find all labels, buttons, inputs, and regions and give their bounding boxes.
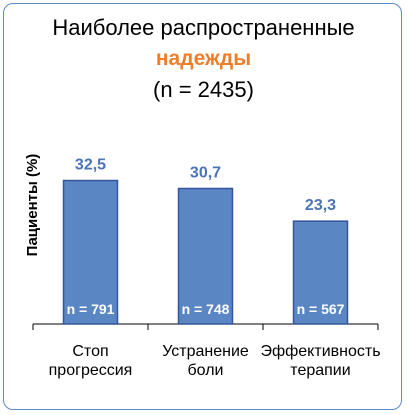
n-label: n = 567 [297, 301, 345, 317]
y-axis-label: Пациенты (%) [24, 154, 41, 257]
category-label: прогрессия [49, 362, 133, 379]
chart-title-highlight: надежды [155, 47, 252, 70]
category-label: терапии [290, 362, 350, 379]
value-label: 23,3 [305, 197, 336, 214]
n-label: n = 748 [182, 301, 230, 317]
category-label: Стоп [72, 343, 108, 360]
bar [292, 220, 349, 325]
category-label: Устранение [162, 343, 249, 360]
category-label: боли [188, 362, 224, 379]
chart-title: Наиболее распространенные [52, 15, 355, 40]
category-label: Эффективность [260, 343, 380, 360]
bar [177, 187, 234, 325]
chart-sample-size: (n = 2435) [153, 77, 254, 102]
value-label: 32,5 [75, 157, 106, 174]
value-label: 30,7 [190, 164, 221, 181]
n-label: n = 791 [67, 301, 115, 317]
bar [62, 179, 119, 325]
